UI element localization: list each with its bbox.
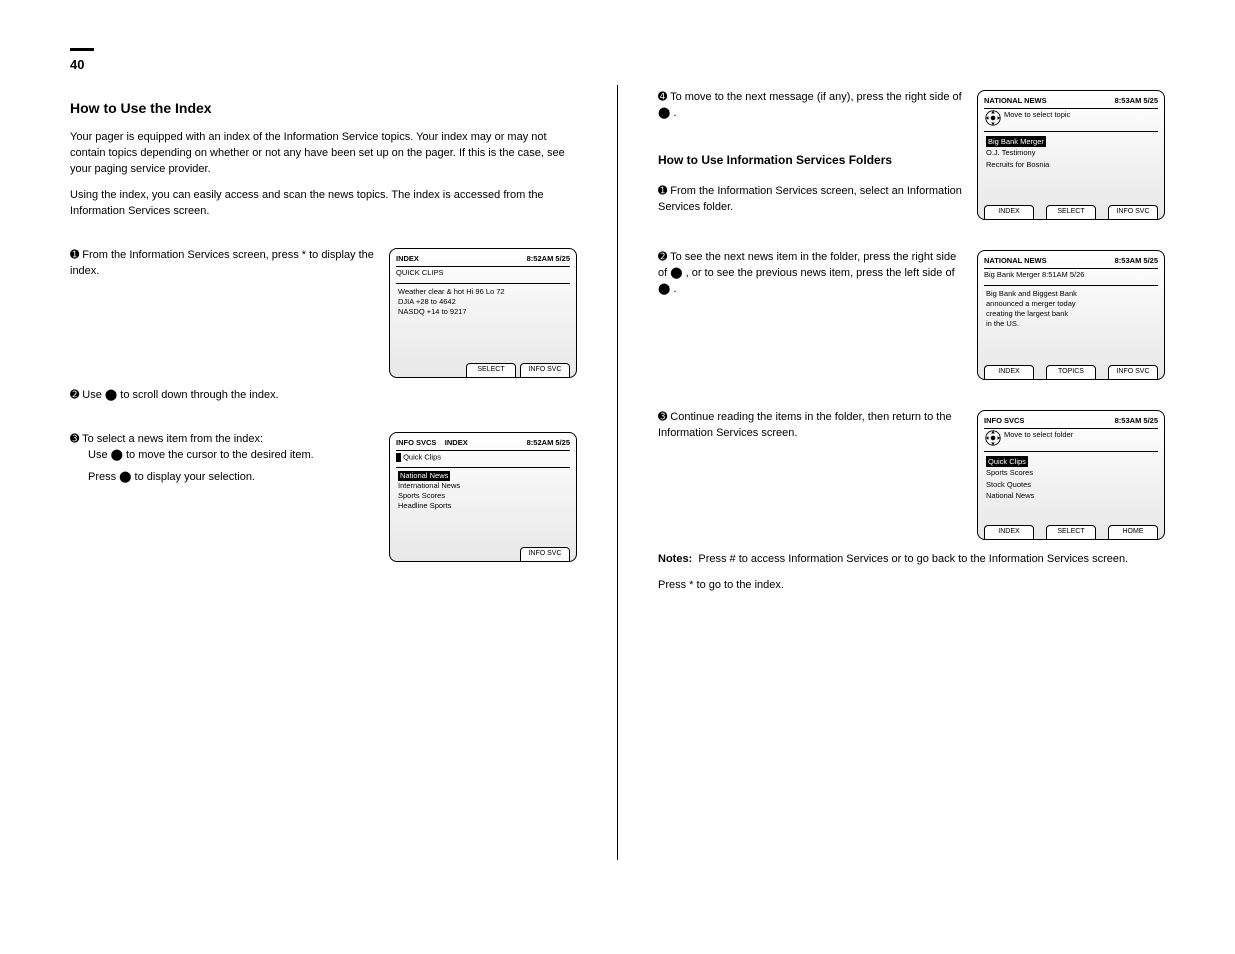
lcdb-tab-infosvc: INFO SVC — [1108, 365, 1158, 379]
page-left: 40 How to Use the Index Your pager is eq… — [0, 0, 617, 954]
lcdc-title: INFO SVCS — [984, 417, 1024, 425]
note-1: Press # to access Information Services o… — [698, 553, 1128, 565]
lcda-time: 8:53AM 5/25 — [1115, 97, 1158, 105]
page-right: ➍ To move to the next message (if any), … — [618, 0, 1235, 954]
lcd2-content: National News International News Sports … — [398, 471, 568, 512]
cursor-icon — [396, 453, 401, 462]
lcdc-tab-index: INDEX — [984, 525, 1034, 539]
step-4-row: ➍ To move to the next message (if any), … — [658, 90, 1165, 220]
step-4-text: ➍ To move to the next message (if any), … — [658, 90, 963, 216]
lcd-infosvcs-folders: INFO SVCS 8:53AM 5/25 Move to select fol… — [977, 410, 1165, 540]
lcdc-tab-select: SELECT — [1046, 525, 1096, 539]
lcd-national-topics: NATIONAL NEWS 8:53AM 5/25 Move to select… — [977, 90, 1165, 220]
lcdc-content: Quick Clips Sports Scores Stock Quotes N… — [986, 456, 1156, 501]
heading-index: How to Use the Index — [70, 100, 577, 116]
lcda-title: NATIONAL NEWS — [984, 97, 1047, 105]
note-2: Press * to go to the index. — [658, 578, 1165, 594]
lcda-items: O.J. Testimony Recruits for Bosnia — [986, 148, 1049, 168]
lcd1-tab-select: SELECT — [466, 363, 516, 377]
step-c-row: ➌ Continue reading the items in the fold… — [658, 410, 1165, 540]
lcd-article: NATIONAL NEWS 8:53AM 5/25 Big Bank Merge… — [977, 250, 1165, 380]
step-1-text: ➊ From the Information Services screen, … — [70, 248, 375, 280]
lcda-tab-infosvc: INFO SVC — [1108, 205, 1158, 219]
step-b-body: To see the next news item in the folder,… — [658, 251, 956, 295]
lcdc-selected: Quick Clips — [986, 456, 1028, 467]
lcd1-title: INDEX — [396, 255, 419, 263]
lcdb-body: Big Bank and Biggest Bank announced a me… — [986, 289, 1156, 330]
step-2-num: ➋ — [70, 389, 79, 401]
step-2-text: ➋ Use ⬤ to scroll down through the index… — [70, 388, 577, 404]
lcda-content: Big Bank Merger O.J. Testimony Recruits … — [986, 136, 1156, 170]
lcdb-time: 8:53AM 5/25 — [1115, 257, 1158, 265]
intro-p1: Your pager is equipped with an index of … — [70, 130, 577, 178]
lcda-tab-select: SELECT — [1046, 205, 1096, 219]
lcd2-tab-infosvc: INFO SVC — [520, 547, 570, 561]
step-3a: Use ⬤ to move the cursor to the desired … — [88, 448, 375, 464]
lcdb-sub: Big Bank Merger 8:51AM 5/26 — [984, 271, 1084, 279]
lcd1-tab-infosvc: INFO SVC — [520, 363, 570, 377]
lcdb-title: NATIONAL NEWS — [984, 257, 1047, 265]
step-b-row: ➋ To see the next news item in the folde… — [658, 250, 1165, 380]
step-c-num: ➌ — [658, 411, 667, 423]
joystick-icon — [984, 109, 1002, 127]
lcdc-items: Sports Scores Stock Quotes National News — [986, 468, 1034, 500]
lcd2-sub: Quick Clips — [403, 452, 441, 461]
step-4-body: To move to the next message (if any), pr… — [658, 91, 962, 119]
notes-block: Notes: Press # to access Information Ser… — [658, 552, 1165, 568]
step-3-num: ➌ — [70, 433, 79, 445]
lcdc-sub: Move to select folder — [1004, 431, 1073, 439]
step-a-body: From the Information Services screen, se… — [658, 185, 962, 213]
pagenum-rule — [70, 48, 94, 51]
lcd1-items: Weather clear & hot Hi 96 Lo 72 DJIA +28… — [398, 287, 568, 317]
step-b-num: ➋ — [658, 251, 667, 263]
lcd2-title-right: 8:52AM 5/25 — [527, 439, 570, 447]
step-1-body: From the Information Services screen, pr… — [70, 249, 374, 277]
lcd-index-quickclips: INDEX 8:52AM 5/25 QUICK CLIPS Weather cl… — [389, 248, 577, 378]
lcd1-time: 8:52AM 5/25 — [527, 255, 570, 263]
step-a-num: ➊ — [658, 185, 667, 197]
heading-folders: How to Use Information Services Folders — [658, 153, 892, 167]
step-4-num: ➍ — [658, 91, 667, 103]
lcda-sub: Move to select topic — [1004, 111, 1070, 119]
joystick-icon-2 — [984, 429, 1002, 447]
lcd1-sub: QUICK CLIPS — [396, 269, 444, 277]
step-3-text: ➌ To select a news item from the index: … — [70, 432, 375, 492]
step-c-text: ➌ Continue reading the items in the fold… — [658, 410, 963, 442]
lcdb-tab-topics: TOPICS — [1046, 365, 1096, 379]
page-number-left: 40 — [70, 57, 577, 72]
lcd2-title-mid: INDEX — [445, 438, 468, 447]
step-3-body: To select a news item from the index: — [82, 433, 263, 445]
lcd2-title-left: INFO SVCS — [396, 438, 436, 447]
notes-label: Notes: — [658, 553, 692, 565]
step-3-row: ➌ To select a news item from the index: … — [70, 432, 577, 562]
step-b-text: ➋ To see the next news item in the folde… — [658, 250, 963, 298]
lcdc-time: 8:53AM 5/25 — [1115, 417, 1158, 425]
lcda-tab-index: INDEX — [984, 205, 1034, 219]
lcdb-tab-index: INDEX — [984, 365, 1034, 379]
lcda-selected: Big Bank Merger — [986, 136, 1046, 147]
lcd2-selected: National News — [398, 471, 450, 481]
step-2-body: Use ⬤ to scroll down through the index. — [82, 389, 278, 401]
lcd2-items: International News Sports Scores Headlin… — [398, 481, 460, 510]
step-2-row: ➋ Use ⬤ to scroll down through the index… — [70, 388, 577, 404]
step-1-row: ➊ From the Information Services screen, … — [70, 248, 577, 378]
step-c-body: Continue reading the items in the folder… — [658, 411, 952, 439]
step-1-num: ➊ — [70, 249, 79, 261]
lcdc-tab-home: HOME — [1108, 525, 1158, 539]
step-3b: Press ⬤ to display your selection. — [88, 470, 375, 486]
intro-p2: Using the index, you can easily access a… — [70, 188, 577, 220]
lcd-index-list: INFO SVCS INDEX 8:52AM 5/25 Quick Clips … — [389, 432, 577, 562]
